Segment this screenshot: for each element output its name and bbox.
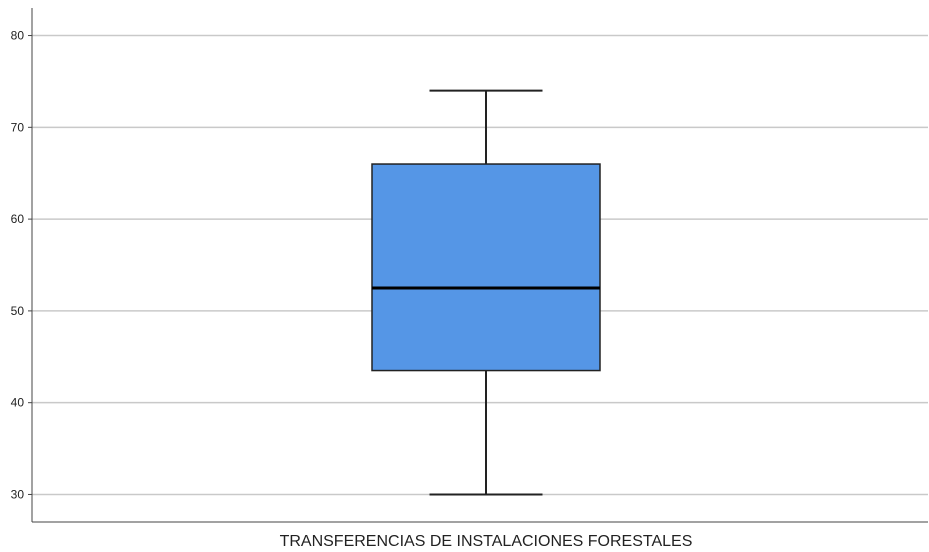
interquartile-box bbox=[371, 163, 601, 372]
y-tick-label-70: 70 bbox=[11, 120, 25, 134]
box-plot bbox=[371, 89, 601, 496]
y-axis-ticks: 30 40 50 60 70 80 bbox=[11, 29, 32, 501]
y-tick-label-40: 40 bbox=[11, 396, 25, 410]
y-tick-label-50: 50 bbox=[11, 304, 25, 318]
y-tick-label-80: 80 bbox=[11, 29, 25, 43]
y-tick-label-60: 60 bbox=[11, 212, 25, 226]
x-axis-label: TRANSFERENCIAS DE INSTALACIONES FORESTAL… bbox=[280, 533, 693, 550]
y-tick-label-30: 30 bbox=[11, 487, 25, 501]
